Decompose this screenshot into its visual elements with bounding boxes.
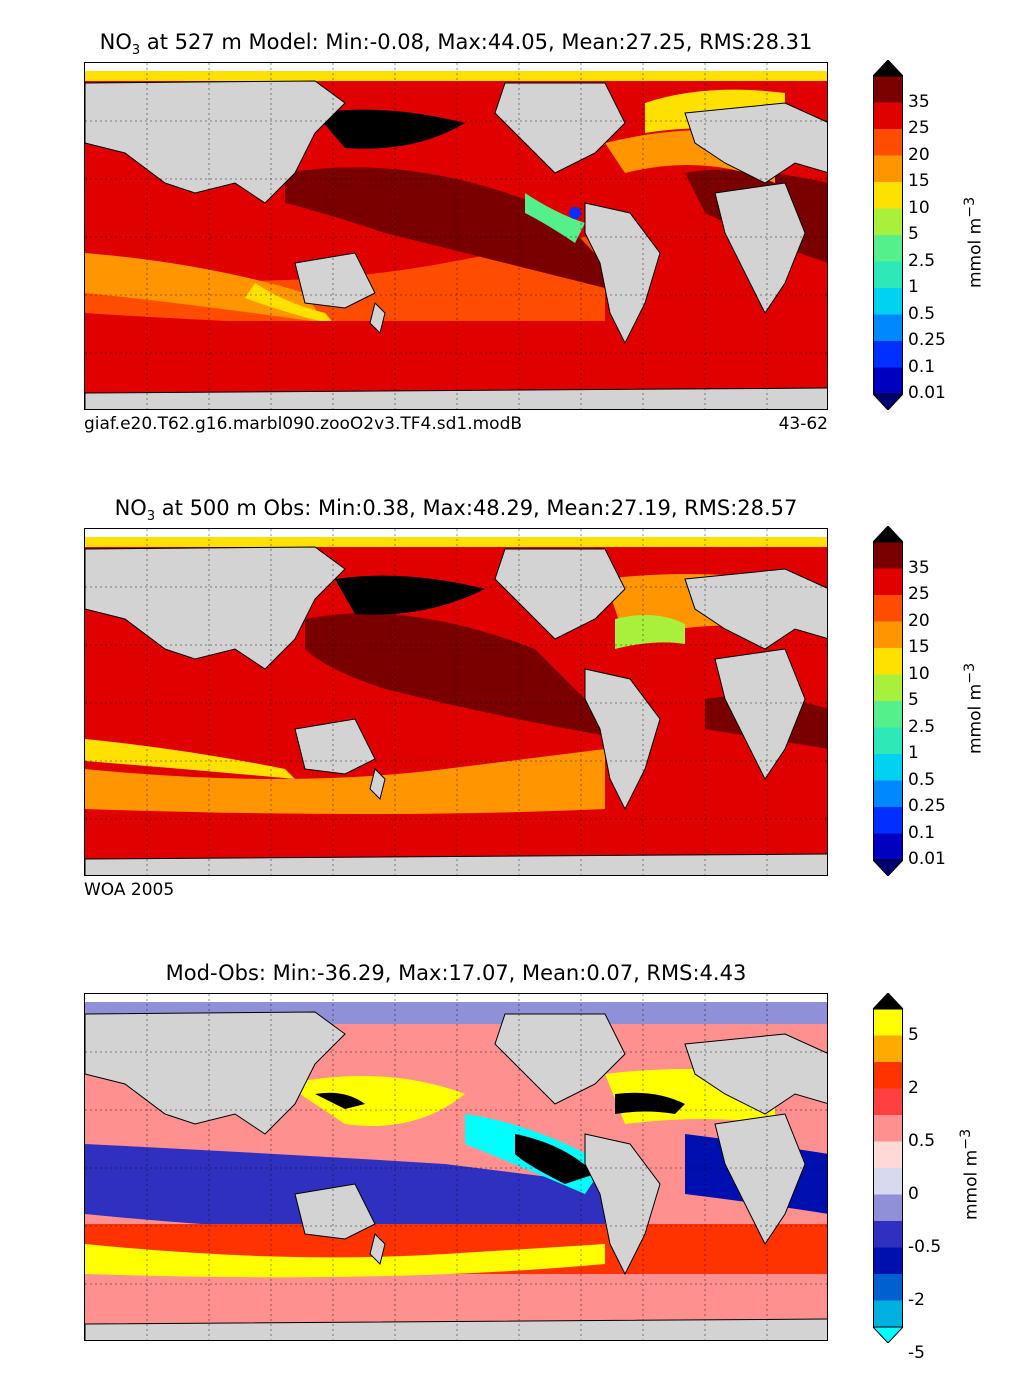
- panel2-colorbar-segment: [873, 833, 903, 861]
- panel3-colorbar: [873, 993, 903, 1343]
- panel3-colorbar-segment: [873, 1221, 903, 1248]
- panel3-colorbar-segment: [873, 1141, 903, 1169]
- panel3-colorbar-tick: -0.5: [908, 1236, 942, 1257]
- panel3-colorbar-tick: 0: [908, 1183, 919, 1204]
- panel2-colorbar-segment: [873, 754, 903, 781]
- panel2-colorbar-tick: 35: [908, 557, 930, 578]
- panel1-colorbar-tick: 1: [908, 277, 919, 297]
- panel2-colorbar-min-extend: [873, 859, 903, 876]
- panel2-colorbar-frame: [873, 541, 903, 861]
- panel2-map: [84, 528, 828, 876]
- panel1-colorbar-unit: mmol m−3: [962, 196, 986, 288]
- panel1-title: NO3 at 527 m Model: Min:-0.08, Max:44.05…: [99, 30, 813, 59]
- panel1-colorbar-tick: 20: [908, 144, 930, 165]
- panel3-map: [84, 993, 828, 1341]
- panel2-colorbar-segment: [873, 727, 903, 755]
- panel2-colorbar-tick: 2.5: [908, 716, 936, 737]
- panel2-caption-source: WOA 2005: [84, 880, 175, 900]
- panel1-colorbar-tick: 2.5: [908, 250, 936, 271]
- panel1-colorbar-segment: [873, 155, 903, 183]
- panel1-colorbar-segment: [873, 367, 903, 395]
- panel1-colorbar-segment: [873, 129, 903, 156]
- panel2-colorbar-tick: 0.01: [908, 849, 946, 869]
- panel2-colorbar-segment: [873, 542, 903, 569]
- panel3-colorbar-segment: [873, 1247, 903, 1275]
- panel2-colorbar-segment: [873, 568, 903, 596]
- panel1-colorbar-segment: [873, 76, 903, 103]
- panel1-colorbar-tick: 0.01: [908, 383, 946, 403]
- panel3-colorbar-segment: [873, 1274, 903, 1301]
- panel3-colorbar-tick: 0.5: [908, 1130, 936, 1151]
- panel2-colorbar-tick: 5: [908, 690, 919, 710]
- panel1-colorbar-svg: [873, 60, 903, 410]
- panel3-colorbar-tick: -2: [908, 1289, 925, 1310]
- panel2-colorbar-tick: 25: [908, 584, 930, 604]
- panel2-colorbar-tick: 0.1: [908, 822, 936, 843]
- panel3-colorbar-svg: [873, 993, 903, 1343]
- panel2-map-svg: [85, 529, 827, 875]
- panel2-colorbar-tick: 15: [908, 637, 930, 657]
- panel1-colorbar-frame: [873, 75, 903, 395]
- panel1-map: [84, 62, 828, 410]
- panel3-title: Mod-Obs: Min:-36.29, Max:17.07, Mean:0.0…: [165, 961, 747, 985]
- panel2-colorbar-segment: [873, 807, 903, 834]
- panel1-colorbar-segment: [873, 288, 903, 315]
- panel1-colorbar-tick: 0.25: [908, 330, 946, 350]
- panel2-colorbar-segment: [873, 621, 903, 649]
- panel2-colorbar: [873, 526, 903, 876]
- panel2-colorbar-tick: 10: [908, 663, 930, 684]
- panel1-colorbar-tick: 0.1: [908, 356, 936, 377]
- panel1-colorbar-tick: 25: [908, 118, 930, 138]
- panel3-colorbar-tick: 2: [908, 1077, 919, 1098]
- panel1-caption-run: giaf.e20.T62.g16.marbl090.zooO2v3.TF4.sd…: [84, 414, 523, 434]
- panel3-colorbar-unit: mmol m−3: [958, 1128, 982, 1220]
- panel2-colorbar-segment: [873, 780, 903, 808]
- panel2-colorbar-tick: 20: [908, 610, 930, 631]
- panel1-colorbar-segment: [873, 235, 903, 262]
- panel1-colorbar-segment: [873, 208, 903, 236]
- panel2-colorbar-unit: mmol m−3: [962, 662, 986, 754]
- panel3-colorbar-segment: [873, 1168, 903, 1195]
- panel2-colorbar-svg: [873, 526, 903, 876]
- panel1-map-svg: [85, 63, 827, 409]
- panel3-colorbar-segment: [873, 1115, 903, 1142]
- panel1-colorbar-segment: [873, 341, 903, 368]
- panel3-colorbar-max-extend: [873, 993, 903, 1010]
- panel3-colorbar-tick: 5: [908, 1024, 919, 1045]
- panel2-colorbar-tick: 0.25: [908, 796, 946, 816]
- panel1-colorbar-segment: [873, 261, 903, 289]
- panel2-colorbar-segment: [873, 701, 903, 728]
- panel3-colorbar-min-extend: [873, 1326, 903, 1343]
- panel3-colorbar-frame: [873, 1008, 903, 1328]
- panel1-colorbar-max-extend: [873, 60, 903, 77]
- panel1-colorbar-tick: 5: [908, 224, 919, 244]
- panel2-colorbar-segment: [873, 595, 903, 622]
- panel2-title: NO3 at 500 m Obs: Min:0.38, Max:48.29, M…: [114, 496, 798, 525]
- panel3-colorbar-segment: [873, 1300, 903, 1328]
- panel2-colorbar-max-extend: [873, 526, 903, 543]
- panel3-colorbar-segment: [873, 1088, 903, 1116]
- panel1-colorbar-segment: [873, 182, 903, 209]
- panel1-colorbar-segment: [873, 314, 903, 342]
- panel1-colorbar-tick: 10: [908, 197, 930, 218]
- panel2-colorbar-tick: 0.5: [908, 769, 936, 790]
- panel3-colorbar-segment: [873, 1035, 903, 1063]
- panel1-colorbar-tick: 0.5: [908, 303, 936, 324]
- panel1-caption-years: 43-62: [778, 414, 828, 434]
- panel1-colorbar-min-extend: [873, 393, 903, 410]
- panel1-colorbar: [873, 60, 903, 410]
- panel3-colorbar-segment: [873, 1009, 903, 1036]
- panel3-colorbar-segment: [873, 1062, 903, 1089]
- panel3-colorbar-tick: -5: [908, 1342, 925, 1363]
- panel1-colorbar-tick: 35: [908, 91, 930, 112]
- panel3-map-svg: [85, 994, 827, 1340]
- panel2-colorbar-tick: 1: [908, 743, 919, 763]
- panel2-colorbar-segment: [873, 674, 903, 702]
- panel1-colorbar-segment: [873, 102, 903, 130]
- panel2-colorbar-segment: [873, 648, 903, 675]
- panel3-colorbar-segment: [873, 1194, 903, 1222]
- panel1-colorbar-tick: 15: [908, 171, 930, 191]
